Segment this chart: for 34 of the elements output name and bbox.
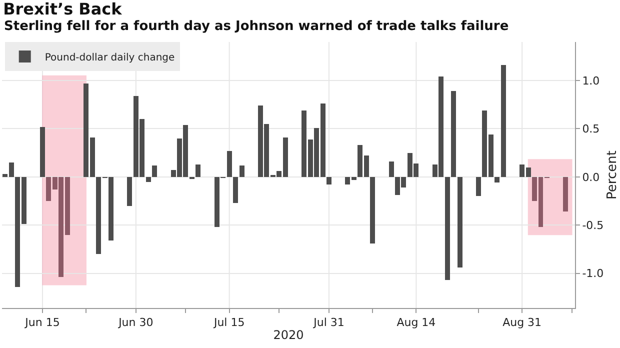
x-tick-label: Jun 15 [24,316,60,330]
x-tick-label: Jul 31 [312,316,344,330]
chart-subtitle: Sterling fell for a fourth day as Johnson warned of trade talks failure [4,19,509,34]
bar [146,176,151,182]
x-tick-label: Aug 14 [396,316,436,330]
bar [127,176,132,206]
bar [457,176,462,268]
bar [563,176,568,212]
x-tick-label: Jul 15 [212,316,245,330]
y-tick-label: -1.0 [582,267,604,280]
legend-label: Pound-dollar daily change [44,52,175,64]
y-tick-label: 0.5 [582,122,600,136]
bar [476,176,481,196]
bar [239,165,244,177]
bar [233,176,238,203]
bar [152,165,158,177]
y-tick-label: 0.0 [582,170,600,184]
x-tick-label: Aug 31 [502,316,542,330]
bar [40,126,45,177]
bar [494,176,500,183]
bar [370,176,376,244]
y-tick-label: -0.5 [582,218,604,232]
bar [196,164,201,177]
bar [226,150,232,177]
chart-title: Brexit’s Back [3,0,122,19]
y-axis-title: Percent [605,150,620,200]
bar [326,176,332,185]
x-axis-title: 2020 [273,328,304,342]
y-tick-label: 1.0 [582,74,600,88]
bar [500,65,506,177]
bar [388,162,394,177]
bar [444,176,450,280]
x-tick-label: Jun 30 [118,316,154,330]
bar [451,91,456,177]
